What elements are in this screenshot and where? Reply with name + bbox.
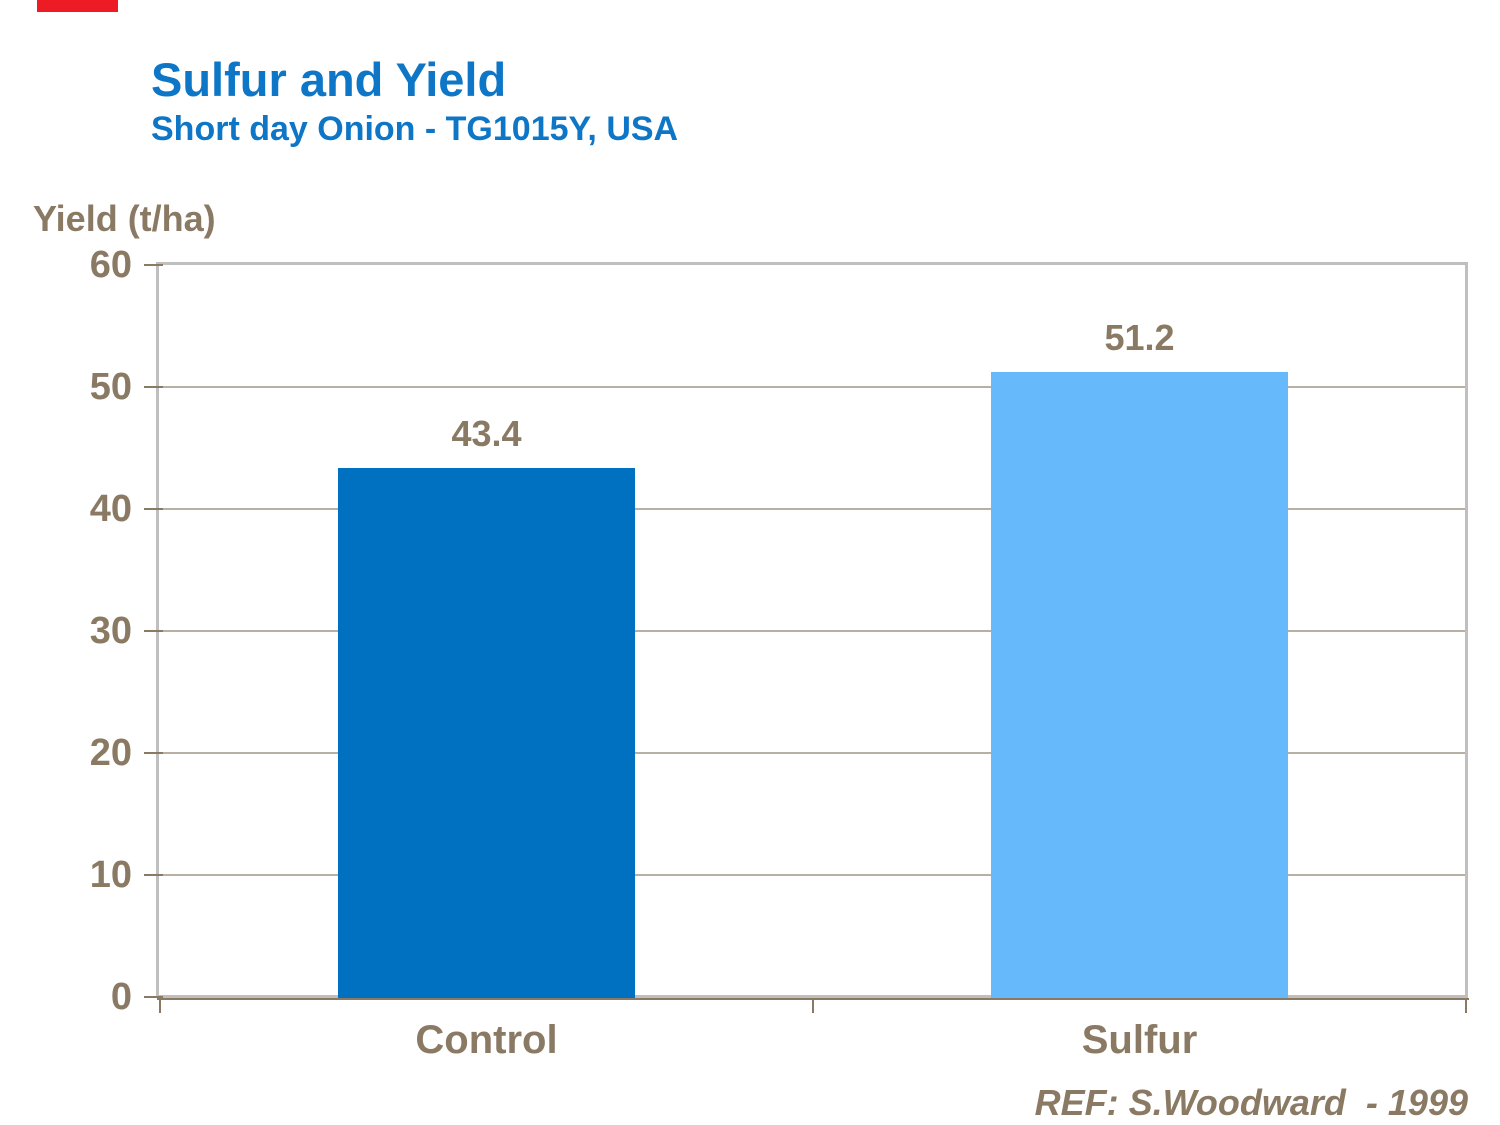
gridline-40 (161, 508, 1465, 510)
y-axis-tick-label: 30 (89, 610, 132, 652)
bar-control (338, 467, 635, 998)
y-axis-title: Yield (t/ha) (33, 198, 216, 239)
y-axis-tick-mark (144, 752, 163, 754)
red-accent-bar (37, 0, 118, 12)
y-axis-tick-mark (144, 630, 163, 632)
reference-text: REF: S.Woodward - 1999 (1034, 1082, 1468, 1123)
y-axis-tick-mark (144, 874, 163, 876)
y-axis-tick-label: 0 (110, 976, 132, 1018)
y-axis-tick-mark (144, 996, 163, 998)
gridline-30 (161, 630, 1465, 632)
y-axis-tick-label: 60 (89, 244, 132, 286)
y-axis-tick-label: 10 (89, 854, 132, 896)
y-axis-tick-label: 40 (89, 488, 132, 530)
x-axis-tick-mark (1465, 998, 1467, 1013)
gridline-20 (161, 752, 1465, 754)
x-axis-tick-mark (812, 998, 814, 1013)
chart-title: Sulfur and Yield (151, 53, 507, 106)
gridline-50 (161, 386, 1465, 388)
category-label-sulfur: Sulfur (1081, 1018, 1198, 1062)
bar-value-label-control: 43.4 (451, 412, 522, 454)
category-label-control: Control (415, 1018, 558, 1062)
gridline-10 (161, 874, 1465, 876)
x-axis-tick-mark (159, 998, 161, 1013)
bar-sulfur (991, 372, 1288, 998)
y-axis-tick-mark (144, 386, 163, 388)
chart-subtitle: Short day Onion - TG1015Y, USA (151, 110, 679, 148)
y-axis-tick-mark (144, 508, 163, 510)
bar-value-label-sulfur: 51.2 (1104, 317, 1175, 359)
y-axis-tick-label: 20 (89, 732, 132, 774)
y-axis-tick-label: 50 (89, 366, 132, 408)
y-axis-tick-mark (144, 264, 163, 266)
